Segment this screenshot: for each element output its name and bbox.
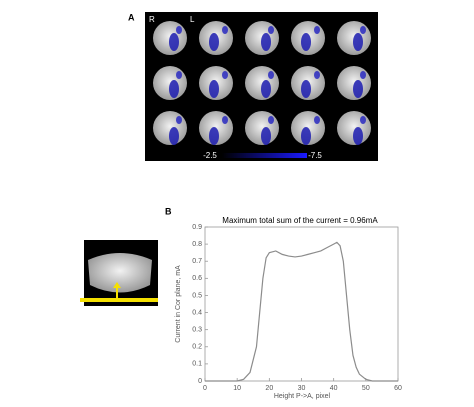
y-tick-label: 0.4 — [192, 309, 202, 316]
side-label: L — [190, 15, 195, 24]
activation — [176, 116, 182, 124]
activation — [314, 71, 320, 79]
x-tick-label: 0 — [203, 385, 207, 392]
activation — [353, 33, 363, 51]
activation — [176, 26, 182, 34]
y-tick-label: 0.5 — [192, 292, 202, 299]
colorbar — [222, 153, 307, 158]
activation — [301, 80, 311, 98]
activation — [169, 33, 179, 51]
activation — [360, 71, 366, 79]
inset-phantom — [88, 253, 152, 293]
inset-arrow-head — [113, 282, 121, 288]
plot-frame — [204, 226, 399, 382]
activation — [268, 26, 274, 34]
activation — [261, 80, 271, 98]
activation — [261, 127, 271, 145]
y-tick-label: 0.7 — [192, 258, 202, 265]
chart-title: Maximum total sum of the current = 0.96m… — [222, 216, 378, 225]
activation — [222, 116, 228, 124]
data-line — [205, 241, 398, 382]
y-tick-label: 0.3 — [192, 327, 202, 334]
activation — [353, 127, 363, 145]
colorbar-label: -7.5 — [308, 151, 322, 160]
activation — [301, 33, 311, 51]
slice — [153, 66, 187, 100]
panel-label: B — [165, 206, 172, 216]
colorbar-label: -2.5 — [203, 151, 217, 160]
y-tick-label: 0.9 — [192, 224, 202, 231]
activation — [209, 127, 219, 145]
activation — [353, 80, 363, 98]
activation — [209, 80, 219, 98]
activation — [222, 26, 228, 34]
y-tick-label: 0.2 — [192, 344, 202, 351]
slices — [153, 21, 371, 145]
y-tick-label: 0.8 — [192, 241, 202, 248]
slice — [337, 66, 371, 100]
x-axis-label: Height P->A, pixel — [274, 393, 331, 400]
y-axis-label: Current in Cor plane, mA — [175, 265, 182, 343]
activation — [314, 116, 320, 124]
x-tick-label: 50 — [362, 385, 370, 392]
y-tick-label: 0 — [198, 378, 202, 385]
x-tick-label: 10 — [233, 385, 241, 392]
y-tick-label: 0.1 — [192, 361, 202, 368]
activation — [360, 116, 366, 124]
side-label: R — [149, 15, 155, 24]
x-tick-label: 20 — [265, 385, 273, 392]
activation — [222, 71, 228, 79]
activation — [169, 127, 179, 145]
inset-label: P — [74, 298, 80, 307]
activation — [169, 80, 179, 98]
slice — [245, 66, 279, 100]
y-tick-label: 0.6 — [192, 275, 202, 282]
activation — [301, 127, 311, 145]
activation — [268, 71, 274, 79]
activation — [314, 26, 320, 34]
x-tick-label: 40 — [330, 385, 338, 392]
x-tick-label: 60 — [394, 385, 402, 392]
panel-label: A — [128, 12, 135, 22]
activation — [268, 116, 274, 124]
activation — [176, 71, 182, 79]
activation — [261, 33, 271, 51]
inset-label: A — [74, 244, 80, 253]
activation — [209, 33, 219, 51]
activation — [360, 26, 366, 34]
x-tick-label: 30 — [298, 385, 306, 392]
